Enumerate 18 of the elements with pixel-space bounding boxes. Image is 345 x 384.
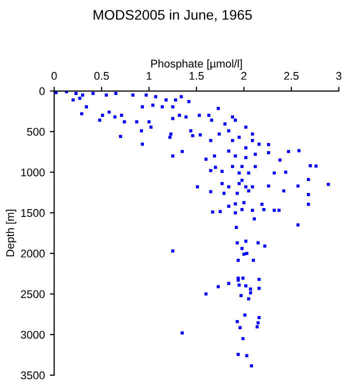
y-tick-label: 3500 [20, 371, 45, 380]
x-tick-label: 0.5 [94, 72, 109, 80]
x-tick-label: 2 [241, 72, 246, 80]
y-tick-label: 1500 [21, 209, 45, 217]
y-tick-label: 500 [27, 128, 45, 136]
y-tick-label: 2500 [20, 290, 45, 298]
chart-title: MODS2005 in June, 1965 [94, 10, 252, 22]
y-axis-title: Depth [m] [6, 210, 16, 256]
x-tick-label: 1.5 [190, 72, 204, 80]
x-tick-label: 1 [146, 72, 152, 80]
x-axis-title: Phosphate [µmol/l] [151, 59, 242, 70]
x-tick-label: 2.5 [284, 72, 299, 80]
y-tick-label: 3000 [20, 330, 45, 339]
y-tick-label: 2000 [20, 250, 45, 258]
x-tick-label: 0 [52, 72, 57, 80]
y-tick-label: 0 [39, 87, 45, 96]
x-tick-label: 3 [336, 72, 342, 80]
y-tick-label: 1000 [21, 168, 45, 176]
